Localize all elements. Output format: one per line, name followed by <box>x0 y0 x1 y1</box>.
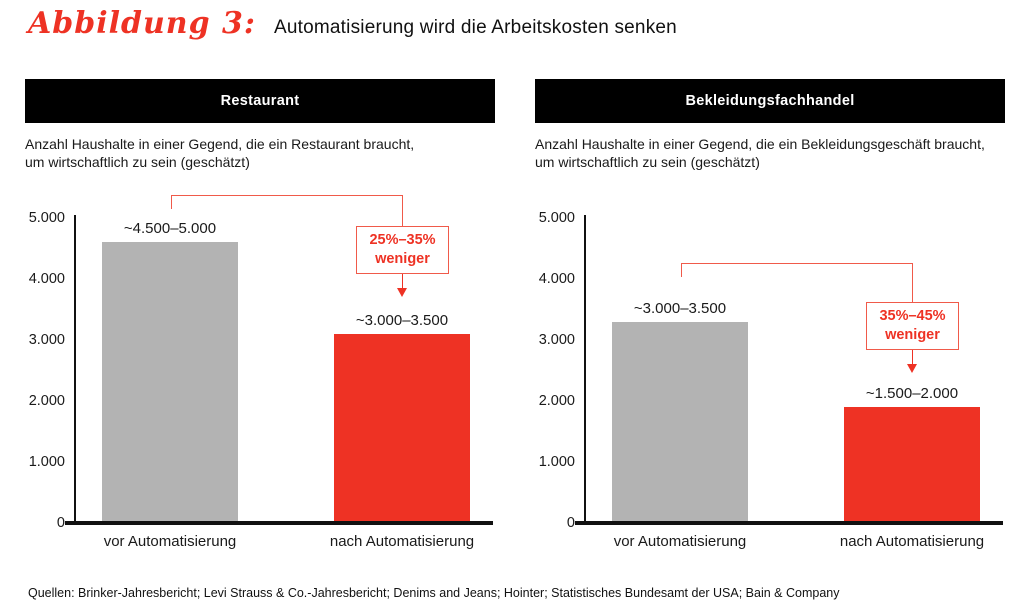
x-axis-baseline <box>575 521 1003 525</box>
y-tick-label: 5.000 <box>28 210 65 226</box>
y-tick-label: 4.000 <box>28 271 65 287</box>
connector-line-horizontal <box>681 263 912 264</box>
bar-group-vor-automatisierung: ~3.000–3.500 <box>612 218 748 523</box>
bar-nach-automatisierung <box>334 334 470 523</box>
connector-line-left <box>171 195 172 209</box>
figure-heading: Automatisierung wird die Arbeitskosten s… <box>274 17 677 38</box>
x-category-label: nach Automatisierung <box>329 533 475 550</box>
y-tick-label: 0 <box>56 515 65 531</box>
figure-number-label: Abbildung 3: <box>28 6 256 41</box>
arrow-line <box>912 348 913 365</box>
y-tick-label: 0 <box>566 515 575 531</box>
bar-nach-automatisierung <box>844 407 980 523</box>
y-tick-label: 3.000 <box>28 332 65 348</box>
arrow-down-icon <box>907 364 917 373</box>
y-axis <box>584 215 586 523</box>
panel-restaurant: Restaurant Anzahl Haushalte in einer Geg… <box>25 79 495 571</box>
y-tick-label: 1.000 <box>538 454 575 470</box>
bar-vor-automatisierung <box>102 242 238 523</box>
y-tick-label: 1.000 <box>28 454 65 470</box>
arrow-line <box>402 272 403 289</box>
panel-header: Bekleidungsfachhandel <box>535 79 1005 123</box>
chart-subtitle-line: um wirtschaftlich zu sein (geschätzt) <box>535 154 760 171</box>
annotation-line: weniger <box>375 250 430 267</box>
y-tick-label: 2.000 <box>538 393 575 409</box>
x-category-label: vor Automatisierung <box>103 533 237 550</box>
sources-line: Quellen: Brinker-Jahresbericht; Levi Str… <box>28 586 840 600</box>
chart-subtitle-line: um wirtschaftlich zu sein (geschätzt) <box>25 154 250 171</box>
bar-value-label: ~1.500–2.000 <box>865 385 959 402</box>
annotation-line: 35%–45% <box>879 308 946 324</box>
plot-area: 0 1.000 2.000 3.000 4.000 5.000 ~4.500–5… <box>29 195 495 550</box>
annotation-box: 25%–35% weniger <box>356 226 449 274</box>
connector-line-horizontal <box>171 195 402 196</box>
bar-group-nach-automatisierung: ~1.500–2.000 <box>844 218 980 523</box>
bar-vor-automatisierung <box>612 322 748 523</box>
y-tick-label: 4.000 <box>538 271 575 287</box>
chart-subtitle: Anzahl Haushalte in einer Gegend, die ei… <box>25 135 495 172</box>
x-category-label: nach Automatisierung <box>839 533 985 550</box>
x-axis-baseline <box>65 521 493 525</box>
y-tick-label: 2.000 <box>28 393 65 409</box>
bar-value-label: ~3.000–3.500 <box>633 300 727 317</box>
y-tick-label: 3.000 <box>538 332 575 348</box>
chart-subtitle: Anzahl Haushalte in einer Gegend, die ei… <box>535 135 1005 172</box>
y-axis <box>74 215 76 523</box>
annotation-line: 25%–35% <box>369 232 436 248</box>
panel-header-label: Bekleidungsfachhandel <box>685 93 855 109</box>
y-tick-label: 5.000 <box>538 210 575 226</box>
connector-line-left <box>681 263 682 277</box>
plot-area: 0 1.000 2.000 3.000 4.000 5.000 ~3.000–3… <box>539 210 1005 550</box>
annotation-box: 35%–45% weniger <box>866 302 959 350</box>
bar-group-vor-automatisierung: ~4.500–5.000 <box>102 218 238 523</box>
bar-group-nach-automatisierung: ~3.000–3.500 <box>334 218 470 523</box>
panel-bekleidungsfachhandel: Bekleidungsfachhandel Anzahl Haushalte i… <box>535 79 1005 571</box>
figure-title: Abbildung 3: Automatisierung wird die Ar… <box>28 6 677 41</box>
bar-value-label: ~4.500–5.000 <box>123 220 217 237</box>
arrow-down-icon <box>397 288 407 297</box>
x-category-label: vor Automatisierung <box>613 533 747 550</box>
bar-value-label: ~3.000–3.500 <box>355 312 449 329</box>
chart-subtitle-line: Anzahl Haushalte in einer Gegend, die ei… <box>25 136 415 152</box>
connector-line-right <box>402 195 403 226</box>
annotation-line: weniger <box>885 326 940 343</box>
panel-header: Restaurant <box>25 79 495 123</box>
chart-subtitle-line: Anzahl Haushalte in einer Gegend, die ei… <box>535 136 985 152</box>
panel-header-label: Restaurant <box>220 93 300 109</box>
connector-line-right <box>912 263 913 302</box>
